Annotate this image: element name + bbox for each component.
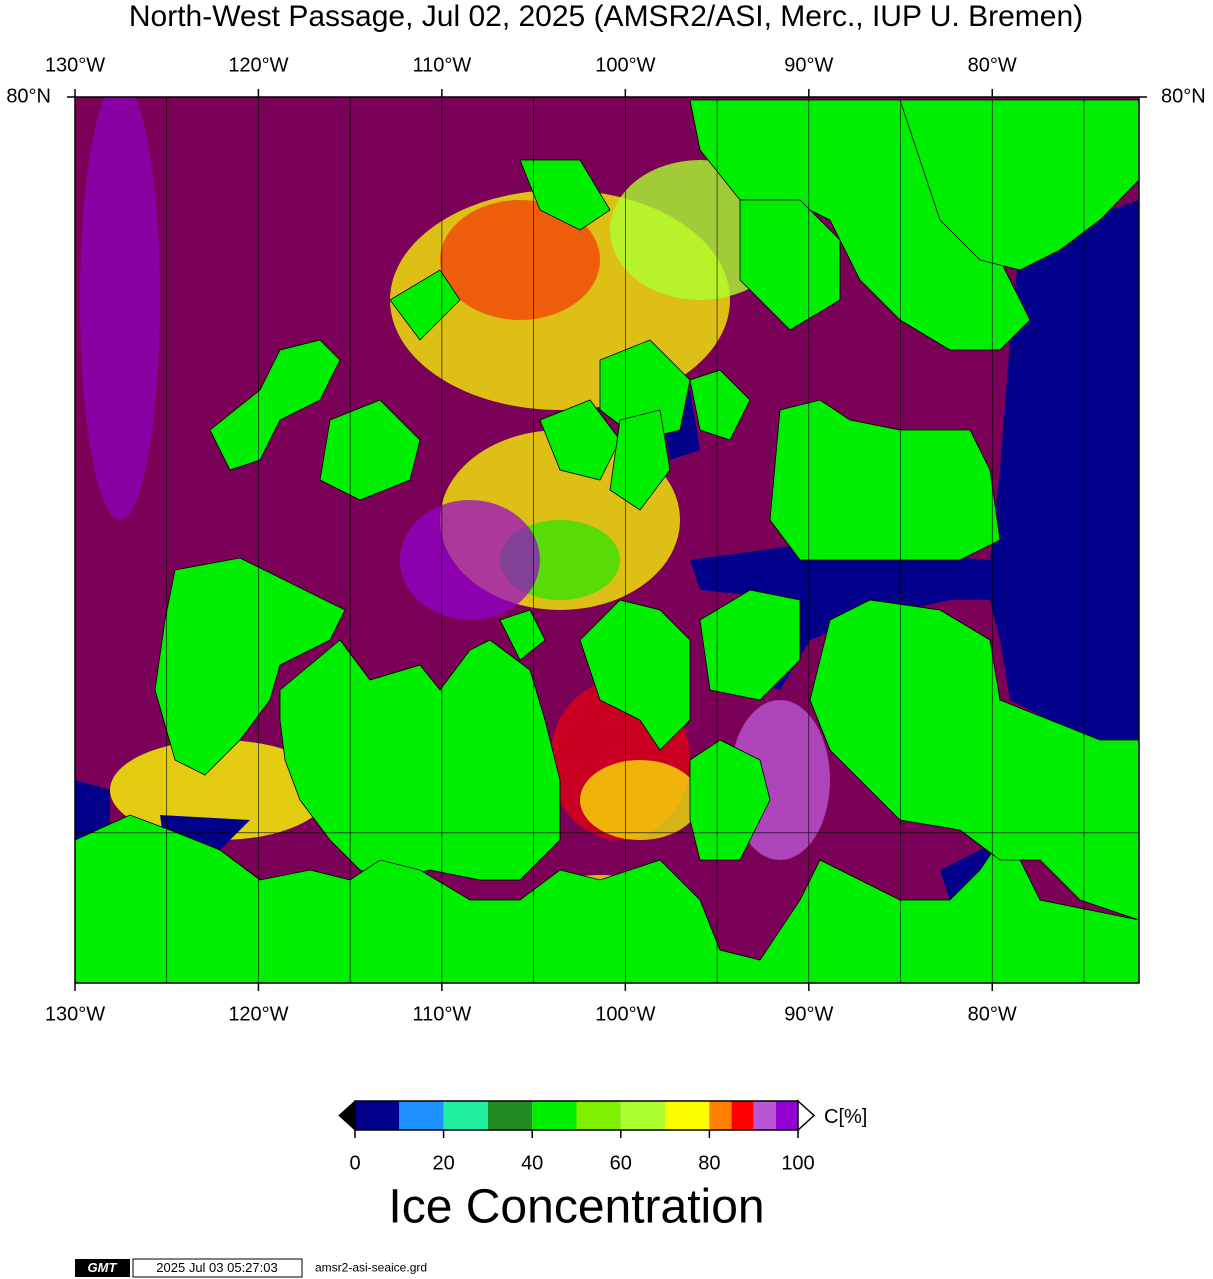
colorbar-tick-label: 60 xyxy=(610,1152,632,1174)
colorbar-bin xyxy=(620,1101,666,1130)
x-tick-label: 80°W xyxy=(968,54,1017,76)
colorbar-tick-label: 80 xyxy=(698,1152,720,1174)
x-tick-label: 130°W xyxy=(45,1003,105,1025)
x-tick-label: 100°W xyxy=(595,54,655,76)
x-tick-label: 90°W xyxy=(784,54,833,76)
y-tick-label: 80°N xyxy=(6,85,51,107)
axes: 130°W 130°W 120°W 120°W 110°W 110°W 100°W 100°W… xyxy=(6,54,1205,1025)
footer: GMT 2025 Jul 03 05:27:03 amsr2-asi-seaic… xyxy=(75,1258,427,1278)
colorbar-bin xyxy=(753,1101,776,1130)
x-tick-label: 120°W xyxy=(228,54,288,76)
x-tick-label: 110°W xyxy=(413,1003,472,1025)
colorbar-bin xyxy=(487,1101,533,1130)
x-tick-label: 110°W xyxy=(413,54,472,76)
colorbar-over-arrow xyxy=(797,1099,816,1132)
colorbar-bin xyxy=(731,1101,754,1130)
logo: GMT xyxy=(88,1260,118,1275)
colorbar-under-arrow xyxy=(338,1099,356,1132)
colorbar-bin xyxy=(355,1101,400,1130)
colorbar-bin xyxy=(775,1101,798,1130)
logo-box xyxy=(75,1259,130,1277)
colorbar-label: C[%] xyxy=(824,1106,867,1128)
map-field xyxy=(75,97,1139,983)
x-tick-label: 120°W xyxy=(228,1003,288,1025)
graticule xyxy=(75,97,1139,983)
colorbar-tick-label: 20 xyxy=(432,1152,454,1174)
x-tick-label: 90°W xyxy=(784,1003,833,1025)
file-name: amsr2-asi-seaice.grd xyxy=(315,1261,427,1275)
y-tick-label: 80°N xyxy=(1161,85,1206,107)
colorbar-bin xyxy=(709,1101,732,1130)
x-tick-label: 80°W xyxy=(968,1003,1017,1025)
colorbar: 0 20 40 60 80 100 C[%] Ice Concentration xyxy=(338,1099,867,1234)
colorbar-bin xyxy=(443,1101,488,1130)
colorbar-bin xyxy=(532,1101,577,1130)
timestamp-box xyxy=(132,1258,303,1278)
x-tick-label: 100°W xyxy=(595,1003,655,1025)
x-tick-label: 130°W xyxy=(45,54,105,76)
colorbar-tick-label: 0 xyxy=(349,1152,360,1174)
colorbar-bin xyxy=(665,1101,710,1130)
colorbar-bin xyxy=(576,1101,621,1130)
colorbar-title: Ice Concentration xyxy=(388,1181,764,1234)
colorbar-bin xyxy=(399,1101,444,1130)
timestamp: 2025 Jul 03 05:27:03 xyxy=(156,1260,277,1275)
chart-title: North-West Passage, Jul 02, 2025 (AMSR2/… xyxy=(129,0,1083,33)
colorbar-tick-label: 40 xyxy=(521,1152,543,1174)
colorbar-tick-label: 100 xyxy=(781,1152,814,1174)
map-frame xyxy=(74,96,1140,984)
